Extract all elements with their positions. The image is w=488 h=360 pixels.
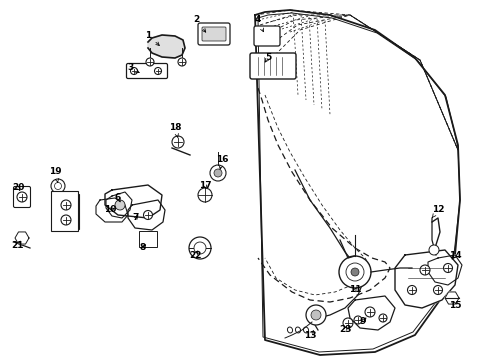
Circle shape: [189, 237, 210, 259]
Circle shape: [51, 179, 65, 193]
Circle shape: [198, 188, 212, 202]
Text: 20: 20: [12, 184, 24, 193]
Circle shape: [178, 58, 185, 66]
Circle shape: [61, 215, 71, 225]
Polygon shape: [106, 192, 132, 218]
Circle shape: [146, 58, 154, 66]
Circle shape: [407, 285, 416, 294]
Polygon shape: [128, 200, 164, 230]
Text: 14: 14: [448, 251, 460, 260]
FancyBboxPatch shape: [139, 231, 157, 247]
Text: 11: 11: [348, 285, 361, 294]
Circle shape: [61, 200, 71, 210]
Circle shape: [350, 268, 358, 276]
Text: 10: 10: [103, 206, 116, 215]
Text: 13: 13: [303, 330, 316, 339]
Circle shape: [428, 245, 438, 255]
Text: 18: 18: [168, 123, 181, 138]
Circle shape: [130, 68, 137, 75]
FancyBboxPatch shape: [198, 23, 229, 45]
Circle shape: [346, 263, 363, 281]
FancyBboxPatch shape: [202, 27, 225, 41]
FancyBboxPatch shape: [253, 26, 280, 46]
Text: 17: 17: [198, 180, 211, 189]
Circle shape: [115, 200, 125, 210]
Text: 23: 23: [338, 325, 350, 334]
Text: 15: 15: [448, 301, 460, 310]
Circle shape: [172, 136, 183, 148]
Circle shape: [353, 316, 361, 324]
Circle shape: [338, 256, 370, 288]
FancyBboxPatch shape: [249, 53, 295, 79]
Text: 21: 21: [12, 240, 24, 249]
Text: 7: 7: [133, 213, 139, 222]
Text: 4: 4: [254, 15, 263, 32]
Circle shape: [214, 169, 222, 177]
Circle shape: [433, 285, 442, 294]
Text: 1: 1: [144, 31, 159, 45]
Text: 9: 9: [359, 318, 366, 327]
Circle shape: [143, 211, 152, 220]
Text: 3: 3: [126, 63, 139, 73]
Polygon shape: [444, 292, 458, 304]
Text: 12: 12: [431, 206, 443, 217]
FancyBboxPatch shape: [51, 191, 78, 231]
Text: 19: 19: [49, 167, 61, 182]
FancyBboxPatch shape: [126, 63, 167, 78]
Text: 2: 2: [192, 15, 205, 32]
Circle shape: [443, 264, 451, 273]
Circle shape: [154, 68, 161, 75]
Polygon shape: [427, 255, 461, 285]
Polygon shape: [96, 198, 128, 222]
Circle shape: [364, 307, 374, 317]
Polygon shape: [148, 35, 184, 58]
Circle shape: [209, 165, 225, 181]
Circle shape: [194, 242, 205, 254]
Text: 5: 5: [264, 54, 270, 63]
Polygon shape: [394, 250, 457, 308]
Circle shape: [310, 310, 320, 320]
Text: 6: 6: [115, 194, 121, 202]
Circle shape: [419, 265, 429, 275]
Circle shape: [17, 192, 27, 202]
Polygon shape: [105, 185, 162, 218]
Circle shape: [378, 314, 386, 322]
Circle shape: [305, 305, 325, 325]
Text: 22: 22: [188, 251, 201, 260]
FancyBboxPatch shape: [53, 194, 79, 229]
Polygon shape: [15, 232, 29, 244]
Circle shape: [54, 183, 61, 189]
Text: 16: 16: [215, 156, 228, 169]
FancyBboxPatch shape: [14, 186, 30, 207]
Polygon shape: [347, 296, 394, 330]
Text: 8: 8: [140, 243, 146, 252]
Circle shape: [342, 318, 352, 328]
